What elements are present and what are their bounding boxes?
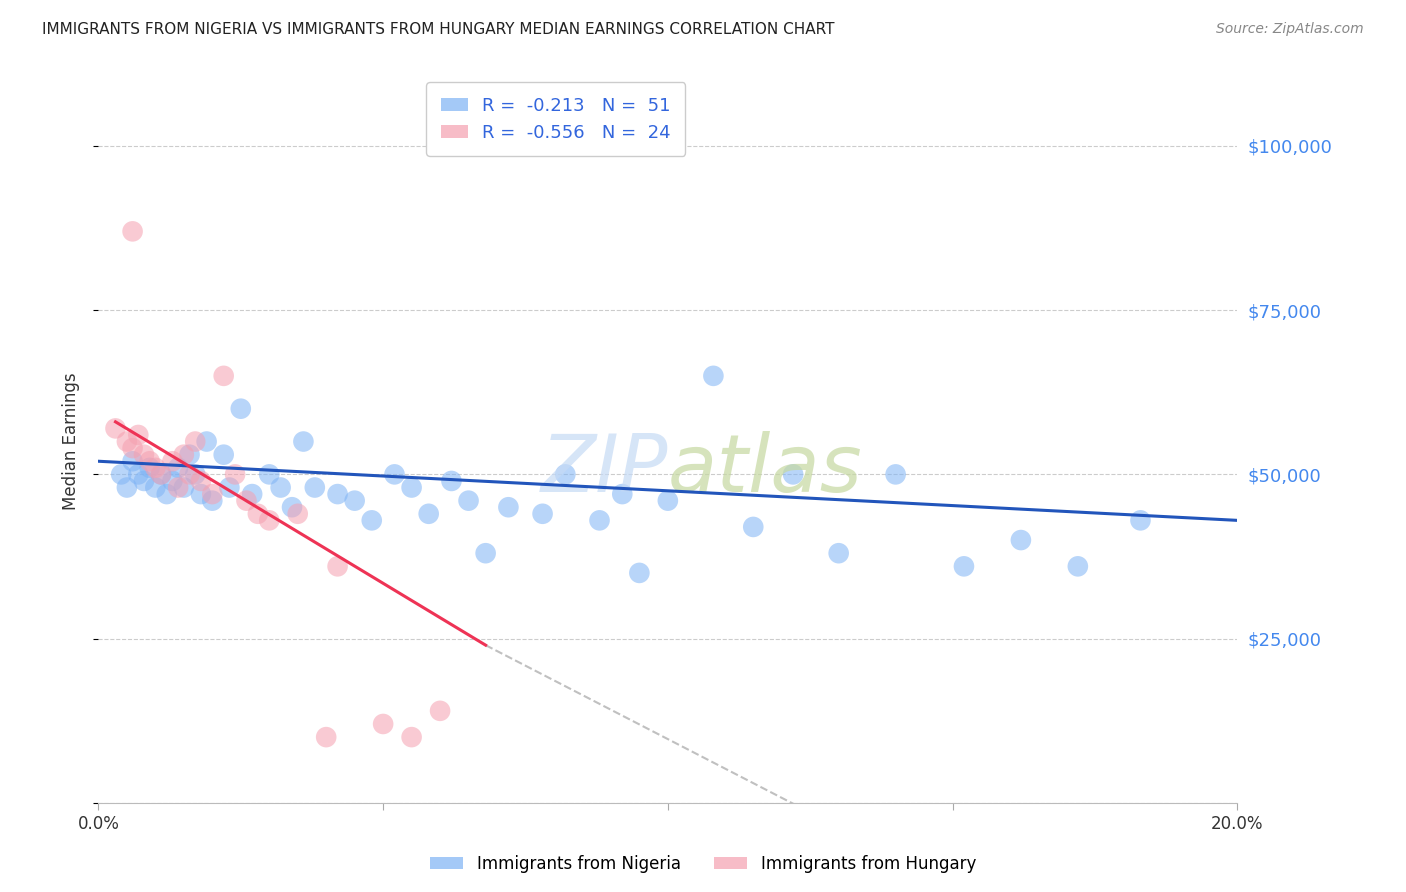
- Text: IMMIGRANTS FROM NIGERIA VS IMMIGRANTS FROM HUNGARY MEDIAN EARNINGS CORRELATION C: IMMIGRANTS FROM NIGERIA VS IMMIGRANTS FR…: [42, 22, 835, 37]
- Point: [343, 493, 366, 508]
- Point: [195, 434, 218, 449]
- Point: [418, 507, 440, 521]
- Text: ZIP: ZIP: [540, 432, 668, 509]
- Point: [212, 368, 235, 383]
- Point: [150, 467, 173, 482]
- Point: [1067, 559, 1090, 574]
- Point: [287, 507, 309, 521]
- Y-axis label: Median Earnings: Median Earnings: [62, 373, 80, 510]
- Point: [218, 481, 240, 495]
- Point: [184, 434, 207, 449]
- Point: [115, 481, 138, 495]
- Point: [132, 474, 155, 488]
- Point: [315, 730, 337, 744]
- Point: [401, 481, 423, 495]
- Point: [179, 467, 201, 482]
- Point: [953, 559, 976, 574]
- Point: [201, 493, 224, 508]
- Point: [156, 487, 179, 501]
- Point: [145, 460, 167, 475]
- Point: [429, 704, 451, 718]
- Point: [167, 481, 190, 495]
- Point: [190, 474, 212, 488]
- Point: [184, 467, 207, 482]
- Point: [259, 467, 281, 482]
- Point: [474, 546, 496, 560]
- Point: [179, 448, 201, 462]
- Point: [173, 448, 195, 462]
- Point: [127, 467, 149, 482]
- Point: [127, 428, 149, 442]
- Legend: Immigrants from Nigeria, Immigrants from Hungary: Immigrants from Nigeria, Immigrants from…: [423, 848, 983, 880]
- Point: [612, 487, 634, 501]
- Point: [782, 467, 804, 482]
- Point: [145, 481, 167, 495]
- Point: [229, 401, 252, 416]
- Point: [1129, 513, 1152, 527]
- Point: [132, 448, 155, 462]
- Point: [104, 421, 127, 435]
- Point: [384, 467, 406, 482]
- Text: atlas: atlas: [668, 432, 863, 509]
- Point: [121, 441, 143, 455]
- Point: [657, 493, 679, 508]
- Point: [702, 368, 724, 383]
- Point: [115, 434, 138, 449]
- Point: [440, 474, 463, 488]
- Point: [173, 481, 195, 495]
- Point: [401, 730, 423, 744]
- Point: [742, 520, 765, 534]
- Point: [121, 454, 143, 468]
- Point: [498, 500, 520, 515]
- Point: [588, 513, 610, 527]
- Point: [162, 474, 184, 488]
- Point: [326, 487, 349, 501]
- Point: [270, 481, 292, 495]
- Point: [326, 559, 349, 574]
- Point: [235, 493, 257, 508]
- Point: [162, 454, 184, 468]
- Point: [373, 717, 395, 731]
- Point: [240, 487, 263, 501]
- Point: [121, 224, 143, 238]
- Point: [212, 448, 235, 462]
- Point: [828, 546, 851, 560]
- Point: [138, 454, 160, 468]
- Text: Source: ZipAtlas.com: Source: ZipAtlas.com: [1216, 22, 1364, 37]
- Point: [554, 467, 576, 482]
- Point: [167, 460, 190, 475]
- Point: [201, 487, 224, 501]
- Legend: R =  -0.213   N =  51, R =  -0.556   N =  24: R = -0.213 N = 51, R = -0.556 N = 24: [426, 82, 685, 156]
- Point: [190, 487, 212, 501]
- Point: [884, 467, 907, 482]
- Point: [281, 500, 304, 515]
- Point: [360, 513, 382, 527]
- Point: [224, 467, 246, 482]
- Point: [628, 566, 651, 580]
- Point: [292, 434, 315, 449]
- Point: [110, 467, 132, 482]
- Point: [457, 493, 479, 508]
- Point: [150, 467, 173, 482]
- Point: [246, 507, 269, 521]
- Point: [259, 513, 281, 527]
- Point: [531, 507, 554, 521]
- Point: [304, 481, 326, 495]
- Point: [1010, 533, 1032, 547]
- Point: [138, 460, 160, 475]
